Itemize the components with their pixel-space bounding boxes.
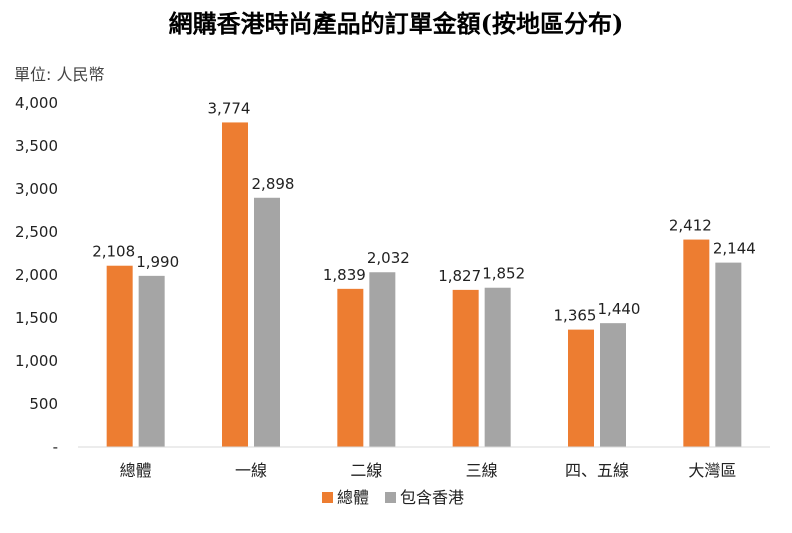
data-label: 1,365 [554,307,597,325]
legend-swatch [322,492,333,503]
data-label: 1,827 [438,267,481,285]
y-tick-label: - [53,438,58,456]
y-axis: - 500 1,000 1,500 2,000 2,500 3,000 3,500 4,000 [15,94,58,456]
y-tick-label: 1,000 [15,352,58,370]
unit-label: 單位: 人民幣 [14,65,104,84]
data-label: 2,108 [92,243,135,261]
y-tick-label: 3,000 [15,180,58,198]
data-label: 2,144 [713,240,756,258]
bar-incl-hk [138,275,165,447]
bar-total [683,239,710,447]
data-label: 1,990 [136,253,179,271]
y-tick-label: 2,000 [15,266,58,284]
y-tick-label: 500 [29,395,58,413]
bar-incl-hk [600,323,626,447]
y-tick-label: 2,500 [15,223,58,241]
data-label: 1,839 [323,266,366,284]
data-label: 1,852 [482,265,525,283]
bar-total [337,288,364,447]
x-tick-label: 一線 [235,461,267,480]
bar-total [452,289,479,447]
bar-incl-hk [254,197,280,447]
x-tick-label: 四、五線 [565,461,629,480]
legend-swatch [385,492,396,503]
y-tick-label: 1,500 [15,309,58,327]
data-label: 2,032 [367,249,410,267]
bar-incl-hk [369,272,396,447]
data-label: 1,440 [598,300,641,318]
x-tick-label: 二線 [350,461,382,480]
x-tick-label: 大灣區 [688,461,736,480]
x-tick-label: 總體 [120,461,152,480]
bar-total [568,329,594,447]
bar-total [106,265,133,447]
y-tick-label: 4,000 [15,94,58,112]
data-label: 2,898 [252,175,295,193]
y-tick-label: 3,500 [15,137,58,155]
legend: 總體 包含香港 [322,488,464,507]
bar-total [222,122,248,447]
chart-title: 網購香港時尚產品的訂單金額(按地區分布) [169,9,624,38]
legend-label: 包含香港 [400,488,464,507]
bar-incl-hk [484,287,511,447]
bar-incl-hk [715,262,742,447]
x-tick-label: 三線 [466,461,498,480]
legend-label: 總體 [337,488,369,507]
data-label: 3,774 [208,99,251,117]
x-axis: 總體 一線 二線 三線 四、五線 大灣區 [78,446,770,480]
data-label: 2,412 [669,217,712,235]
